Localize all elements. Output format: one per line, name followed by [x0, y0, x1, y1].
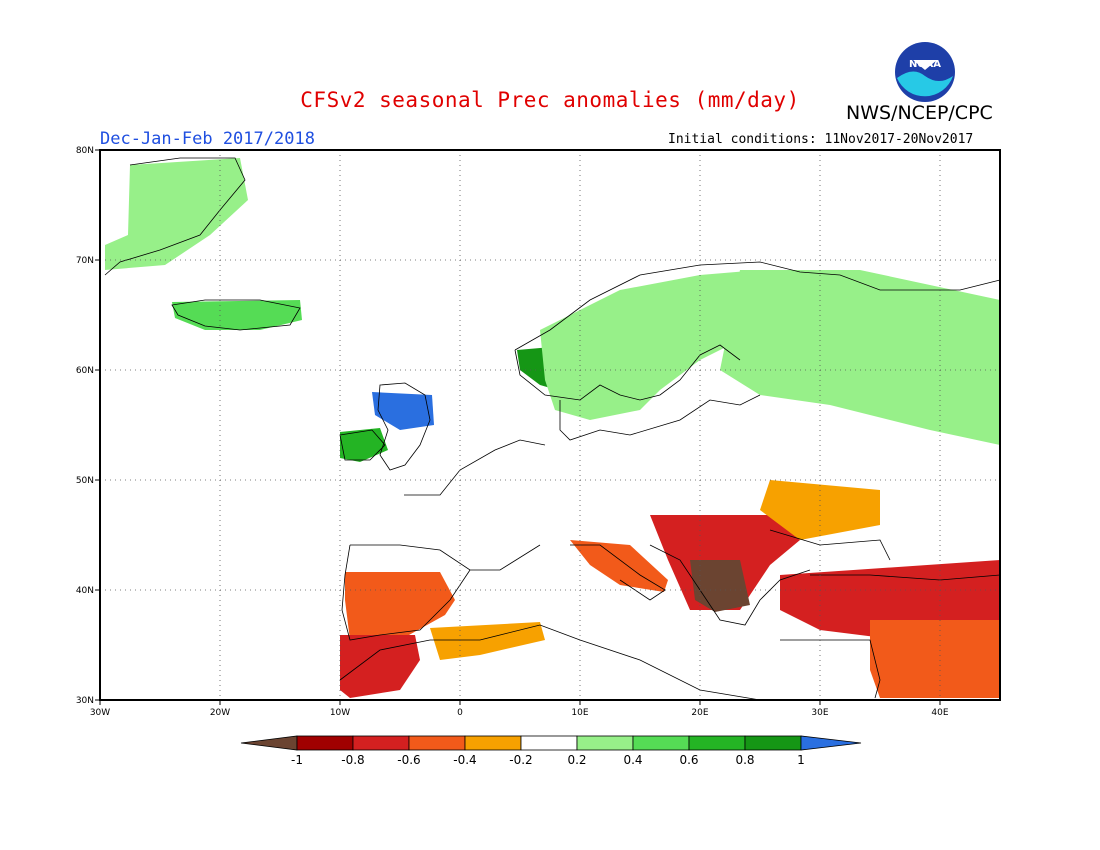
colorbar-bin	[408, 735, 466, 751]
anomaly-region	[105, 158, 248, 270]
logo-text: NOAA	[909, 59, 941, 70]
colorbar-label: 0.4	[623, 753, 642, 767]
noaa-logo: NOAA	[895, 42, 955, 102]
axis-ticks: 30W 20W 10W 0 10E 20E 30E 40E 30N 40N 50N 60N 70N 80N	[76, 146, 949, 718]
coastline	[350, 544, 541, 571]
colorbar-bin	[576, 735, 634, 751]
anomaly-region	[870, 620, 1000, 698]
coastline	[377, 382, 431, 471]
gridlines	[100, 150, 1000, 700]
anomaly-region	[690, 560, 750, 612]
anomaly-field	[105, 158, 1000, 698]
coastline	[514, 261, 1001, 351]
colorbar-bin	[744, 735, 802, 751]
anomaly-region	[340, 635, 420, 698]
colorbar-bin	[632, 735, 690, 751]
colorbar-label: -0.8	[341, 753, 364, 767]
anomaly-region	[172, 300, 302, 330]
coastline	[171, 299, 301, 331]
anomaly-region	[540, 270, 780, 420]
lon-tick-label: 30W	[90, 708, 110, 718]
colorbar-bin	[520, 735, 578, 751]
lon-tick-label: 30E	[811, 708, 828, 718]
coastline	[559, 394, 761, 441]
lon-tick-label: 0	[457, 708, 463, 718]
coastline	[341, 544, 471, 641]
lon-tick-label: 20W	[210, 708, 230, 718]
lat-tick-label: 30N	[76, 696, 94, 706]
lon-tick-label: 20E	[691, 708, 708, 718]
colorbar-label: -0.6	[397, 753, 420, 767]
anomaly-region	[372, 392, 434, 430]
season-label: Dec-Jan-Feb 2017/2018	[100, 129, 315, 149]
lat-tick-label: 50N	[76, 476, 94, 486]
coastline	[514, 344, 741, 401]
colorbar-label: 0.8	[735, 753, 754, 767]
colorbar-label: 0.6	[679, 753, 698, 767]
map-frame	[99, 149, 1001, 701]
lat-tick-label: 60N	[76, 366, 94, 376]
coastline	[404, 439, 546, 496]
coastline	[649, 544, 811, 626]
lon-tick-label: 10W	[330, 708, 350, 718]
anomaly-region	[430, 622, 545, 660]
chart-title: CFSv2 seasonal Prec anomalies (mm/day)	[300, 88, 800, 112]
colorbar-label: -0.2	[509, 753, 532, 767]
initial-conditions-label: Initial conditions: 11Nov2017-20Nov2017	[668, 132, 974, 147]
colorbar: -1 -0.8 -0.6 -0.4 -0.2 0.2 0.4 0.6 0.8 1	[240, 735, 862, 767]
colorbar-arrow-low	[240, 735, 298, 751]
colorbar-label: 1	[797, 753, 805, 767]
coastlines	[104, 157, 1001, 701]
coastline	[780, 639, 881, 699]
lat-tick-label: 40N	[76, 586, 94, 596]
colorbar-label: -1	[291, 753, 303, 767]
colorbar-label: 0.2	[567, 753, 586, 767]
lat-tick-label: 70N	[76, 256, 94, 266]
lon-tick-label: 40E	[931, 708, 948, 718]
colorbar-bin	[296, 735, 354, 751]
coastline	[769, 529, 891, 561]
coastline	[570, 544, 666, 601]
colorbar-label: -0.4	[453, 753, 476, 767]
lon-tick-label: 10E	[571, 708, 588, 718]
anomaly-region	[720, 270, 1000, 445]
organization-label: NWS/NCEP/CPC	[846, 102, 993, 124]
colorbar-bin	[688, 735, 746, 751]
coastline	[339, 624, 761, 701]
lat-tick-label: 80N	[76, 146, 94, 156]
coastline	[339, 429, 386, 461]
colorbar-bin	[352, 735, 410, 751]
coastline	[810, 574, 1001, 581]
anomaly-region	[570, 540, 668, 592]
colorbar-arrow-high	[800, 735, 862, 751]
colorbar-bin	[464, 735, 522, 751]
